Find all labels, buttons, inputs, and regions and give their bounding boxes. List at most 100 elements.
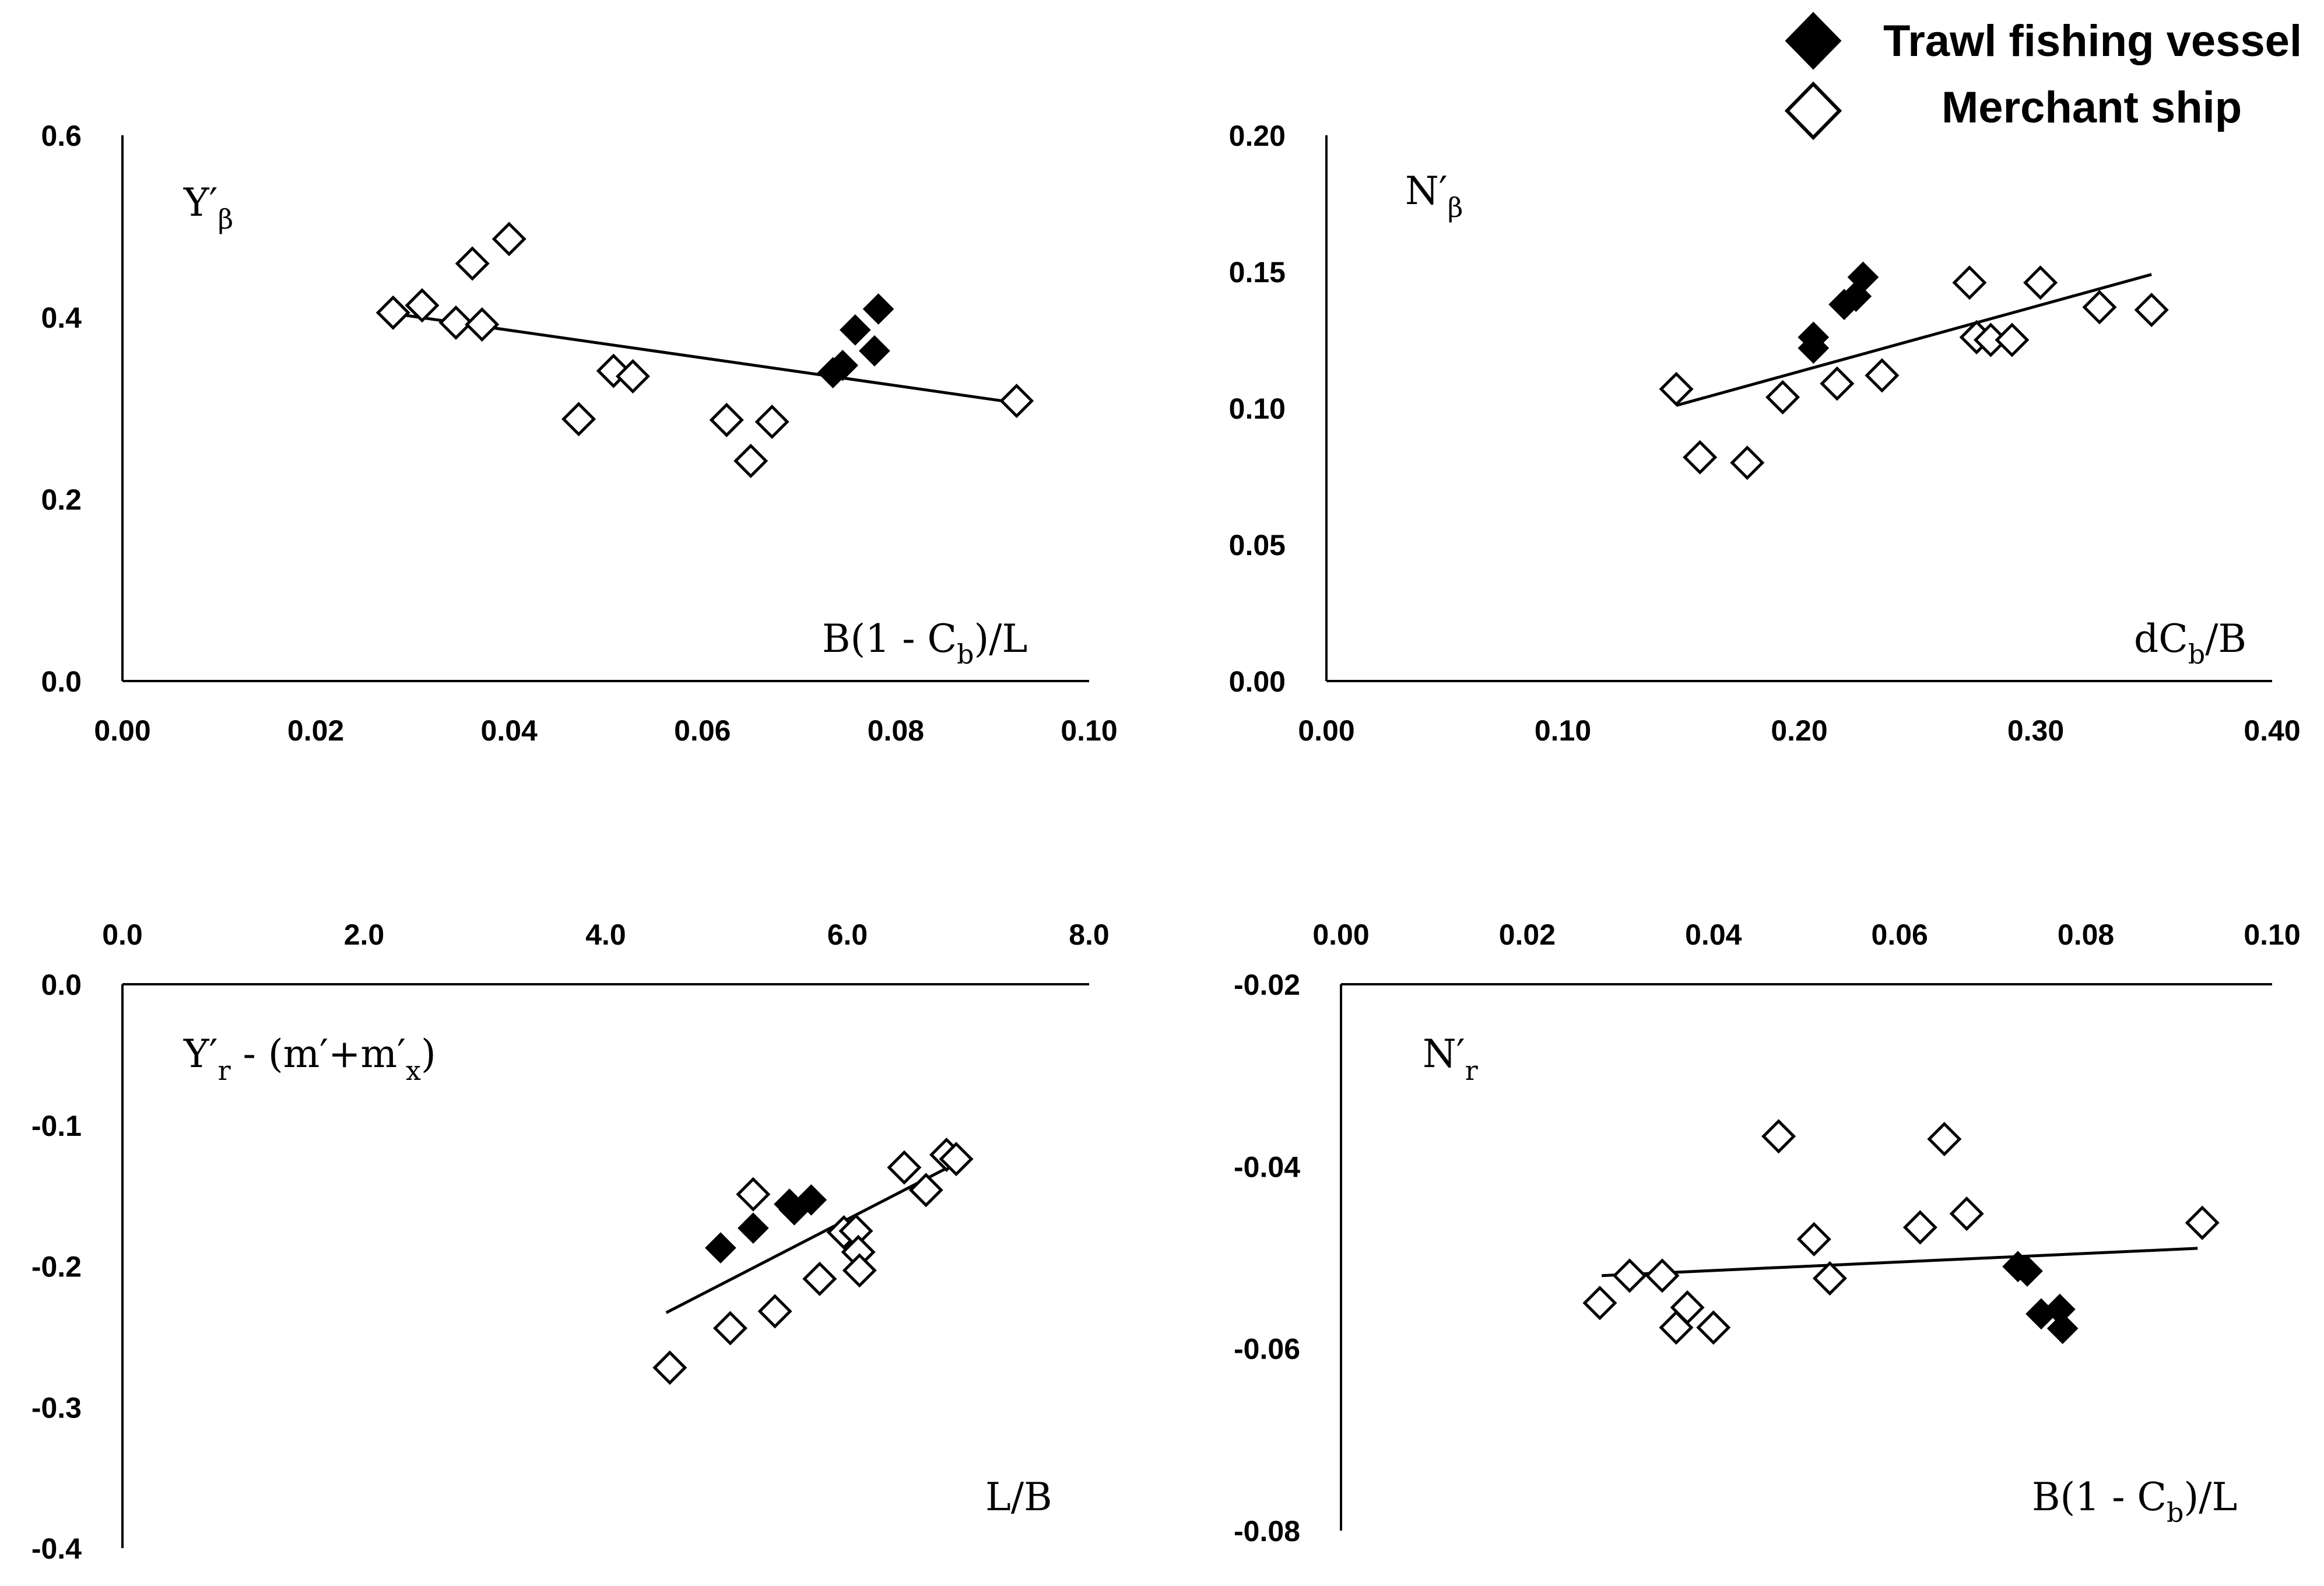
merchant-point	[1683, 440, 1718, 475]
merchant-point	[375, 295, 410, 330]
trawl-point	[859, 335, 890, 367]
trawl-point	[2011, 1255, 2043, 1287]
axes	[121, 135, 1089, 682]
legend-merchant-marker	[1784, 81, 1842, 141]
x-tick-label: 0.00	[94, 714, 150, 747]
merchant-point	[757, 1294, 792, 1329]
y-tick-label: 0.0	[41, 665, 82, 698]
y-tick-label: 0.05	[1229, 529, 1286, 562]
merchant-point	[733, 443, 768, 479]
y-tick-label: 0.4	[41, 301, 82, 334]
x-tick-label: 0.40	[2244, 714, 2300, 747]
x-tick-label: 6.0	[827, 918, 868, 951]
merchant-point	[438, 305, 473, 340]
merchant-point	[887, 1150, 922, 1185]
trend-line	[1602, 1247, 2198, 1278]
merchant-point	[455, 246, 490, 281]
merchant-point	[561, 402, 596, 437]
x-tick-label: 8.0	[1069, 918, 1110, 951]
merchant-point	[1761, 1119, 1796, 1154]
x-tick-label: 0.10	[1535, 714, 1591, 747]
y-tick-label: -0.06	[1234, 1333, 1300, 1366]
x-tick-label: 0.04	[481, 714, 538, 747]
axes	[1340, 983, 2272, 1531]
y-tick-label: -0.08	[1234, 1515, 1300, 1548]
x-tick-label: 0.10	[2244, 918, 2300, 951]
merchant-point	[1952, 265, 1987, 300]
merchant-point	[2134, 292, 2169, 328]
x-variable-label: L/B	[985, 1475, 1052, 1520]
y-tick-label: -0.04	[1234, 1150, 1300, 1183]
merchant-point	[1927, 1121, 1962, 1157]
chart-panel-yb: 0.00 0.02 0.04 0.06 0.08 0.10 0.0 0.2 0.4 0.6 Y′β…	[41, 120, 1117, 747]
x-tick-label: 0.0	[102, 918, 143, 951]
x-tick-label: 0.00	[1298, 714, 1354, 747]
legend-merchant-label: Merchant ship	[1942, 83, 2242, 132]
trawl-point	[1798, 321, 1830, 353]
tick-labels: 0.00 0.02 0.04 0.06 0.08 0.10 -0.02 -0.04 -0.06 -…	[1234, 918, 2301, 1548]
x-variable-label: B(1 - Cb)/L	[2032, 1475, 2237, 1528]
legend: Trawl fishing vessel Merchant ship	[1784, 12, 2302, 141]
y-tick-label: 0.2	[41, 483, 82, 516]
x-tick-label: 4.0	[585, 918, 626, 951]
x-tick-label: 0.02	[287, 714, 344, 747]
y-tick-label: 0.6	[41, 120, 82, 152]
merchant-point	[1670, 1290, 1705, 1325]
trawl-point	[1847, 261, 1879, 293]
x-variable-label: B(1 - Cb)/L	[822, 616, 1027, 670]
y-variable-label: Y′β	[183, 180, 233, 235]
axes	[121, 983, 1089, 1548]
chart-panel-nb: 0.00 0.10 0.20 0.30 0.40 0.00 0.05 0.10 0.15 0.20…	[1229, 120, 2301, 747]
tick-labels: 0.0 2.0 4.0 6.0 8.0 0.0 -0.1 -0.2 -0.3 -0.4	[31, 918, 1110, 1565]
merchant-point	[1696, 1310, 1731, 1345]
trend-line	[1676, 273, 2152, 407]
merchant-point	[1812, 1261, 1847, 1296]
legend-trawl-label: Trawl fishing vessel	[1883, 16, 2302, 66]
merchant-point	[1949, 1196, 1984, 1231]
merchant-point	[1645, 1258, 1680, 1293]
x-tick-label: 0.06	[674, 714, 731, 747]
y-variable-label: N′r	[1423, 1031, 1478, 1086]
merchant-point	[842, 1253, 877, 1288]
merchant-point	[1820, 366, 1855, 401]
x-tick-label: 2.0	[344, 918, 385, 951]
legend-trawl-marker	[1785, 12, 1842, 70]
x-tick-label: 0.30	[2007, 714, 2064, 747]
y-variable-label: N′β	[1405, 169, 1463, 223]
merchant-point	[999, 383, 1034, 419]
merchant-point	[652, 1350, 687, 1385]
chart-panel-yr: 0.0 2.0 4.0 6.0 8.0 0.0 -0.1 -0.2 -0.3 -0.4 Y′r -…	[31, 918, 1110, 1565]
x-tick-label: 0.08	[868, 714, 924, 747]
tick-labels: 0.00 0.02 0.04 0.06 0.08 0.10 0.0 0.2 0.4 0.6	[41, 120, 1117, 747]
trawl-point	[705, 1232, 736, 1264]
merchant-point	[802, 1261, 837, 1296]
tick-labels: 0.00 0.10 0.20 0.30 0.40 0.00 0.05 0.10 0.15 0.20	[1229, 120, 2301, 747]
y-tick-label: 0.0	[41, 969, 82, 1001]
x-tick-label: 0.00	[1312, 918, 1369, 951]
merchant-point	[1659, 371, 1694, 406]
y-tick-label: -0.3	[31, 1391, 82, 1424]
x-tick-label: 0.06	[1872, 918, 1928, 951]
merchant-point	[492, 222, 526, 257]
merchant-point	[1612, 1258, 1647, 1293]
trawl-point	[795, 1184, 827, 1216]
y-tick-label: -0.1	[31, 1110, 82, 1142]
merchant-point	[736, 1177, 771, 1212]
y-tick-label: 0.15	[1229, 256, 1286, 289]
y-tick-label: -0.4	[31, 1532, 82, 1565]
trend-line	[392, 312, 1022, 405]
merchant-point	[465, 307, 500, 342]
merchant-point	[754, 404, 789, 439]
data-points	[375, 222, 1034, 479]
trawl-point	[862, 293, 894, 325]
merchant-point	[1582, 1286, 1617, 1321]
y-tick-label: 0.20	[1229, 120, 1286, 152]
axes	[1325, 135, 2272, 682]
data-points	[1582, 1119, 2220, 1345]
x-tick-label: 0.02	[1499, 918, 1556, 951]
y-tick-label: -0.2	[31, 1251, 82, 1283]
trawl-point	[827, 349, 859, 381]
trawl-point	[2046, 1313, 2079, 1345]
merchant-point	[2082, 290, 2117, 325]
